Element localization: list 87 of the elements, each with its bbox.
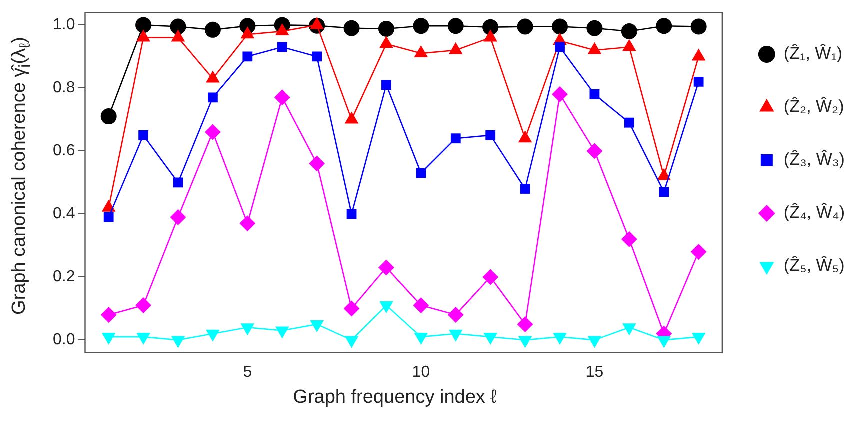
point <box>656 18 672 34</box>
point <box>690 244 707 260</box>
point <box>344 300 360 317</box>
y-tick-label: 1.0 <box>52 16 76 34</box>
y-tick-label: 0.8 <box>52 80 76 97</box>
point <box>100 307 117 323</box>
legend-label: (Ẑ₄, Ŵ₄) <box>784 203 845 222</box>
point <box>555 42 565 52</box>
point <box>380 302 394 314</box>
point <box>275 326 290 339</box>
point <box>204 124 221 140</box>
point <box>484 333 498 346</box>
point <box>482 269 499 286</box>
point <box>413 18 430 34</box>
point <box>346 209 357 220</box>
legend-label: (Ẑ₂, Ŵ₂) <box>784 97 844 116</box>
point <box>586 20 603 36</box>
point <box>382 80 392 90</box>
point <box>170 209 186 226</box>
point <box>100 108 117 125</box>
point <box>659 187 670 198</box>
legend-label: (Ẑ₁, Ŵ₁) <box>784 44 843 64</box>
point <box>344 336 359 348</box>
point <box>275 24 290 36</box>
point <box>694 76 704 87</box>
point <box>448 307 464 323</box>
x-axis-title: Graph frequency index ℓ <box>293 387 497 409</box>
point <box>204 22 221 38</box>
point <box>274 90 290 106</box>
point <box>588 336 602 348</box>
point <box>416 168 426 178</box>
point <box>136 17 152 34</box>
point <box>344 20 360 36</box>
point <box>380 36 394 48</box>
point <box>240 216 256 232</box>
point <box>240 324 255 336</box>
point <box>208 92 218 103</box>
point <box>413 298 430 314</box>
point <box>586 143 603 160</box>
point <box>173 178 184 188</box>
point <box>517 18 534 35</box>
point <box>448 330 463 342</box>
point <box>690 18 707 35</box>
point <box>378 20 394 37</box>
point <box>518 336 532 348</box>
point <box>240 26 255 39</box>
point <box>242 52 253 62</box>
point <box>104 212 114 222</box>
y-tick-label: 0.0 <box>52 332 76 349</box>
y-tick-label: 0.6 <box>52 142 76 160</box>
x-tick-label: 15 <box>586 364 604 381</box>
point <box>624 118 634 128</box>
point <box>206 330 220 342</box>
point <box>136 333 150 346</box>
point <box>520 184 530 194</box>
point <box>414 46 428 58</box>
point <box>309 156 326 172</box>
point <box>621 24 638 40</box>
point <box>590 90 600 100</box>
point <box>136 298 152 314</box>
point <box>482 19 499 36</box>
point <box>138 130 148 140</box>
legend-label: (Ẑ₃, Ŵ₃) <box>784 150 845 170</box>
y-tick-label: 0.2 <box>52 268 76 286</box>
x-tick-label: 5 <box>243 364 252 381</box>
point <box>171 336 186 348</box>
point <box>450 134 461 144</box>
point <box>622 324 636 336</box>
point <box>486 130 496 140</box>
point <box>414 333 428 346</box>
point <box>378 260 394 276</box>
point <box>312 52 322 62</box>
legend-label: (Ẑ₅, Ŵ₅) <box>784 256 845 276</box>
x-tick-label: 10 <box>412 364 430 381</box>
point <box>621 231 638 248</box>
point <box>552 18 568 35</box>
point <box>552 86 568 102</box>
point <box>170 18 186 35</box>
y-tick-label: 0.4 <box>52 206 76 223</box>
point <box>692 333 706 346</box>
point <box>310 320 324 332</box>
point <box>553 333 567 346</box>
point <box>277 42 288 52</box>
point <box>102 333 116 346</box>
point <box>310 17 324 30</box>
point <box>657 336 672 348</box>
point <box>448 18 464 34</box>
